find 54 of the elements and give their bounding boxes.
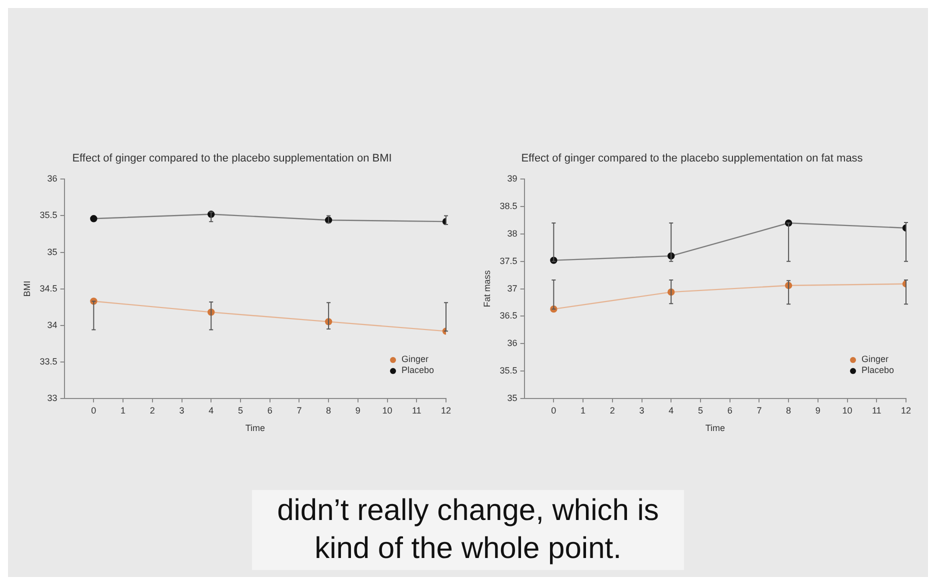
x-tick-label: 4 bbox=[208, 405, 214, 416]
x-axis-title: Time bbox=[245, 423, 265, 434]
y-tick-label: 39 bbox=[507, 174, 518, 184]
y-tick-label: 35.5 bbox=[500, 365, 518, 376]
y-axis-title: Fat mass bbox=[482, 270, 492, 308]
chart-title: Effect of ginger compared to the placebo supplementation on fat mass bbox=[521, 152, 864, 165]
y-tick-label: 34 bbox=[47, 320, 58, 330]
x-tick-label: 8 bbox=[326, 405, 332, 416]
x-axis-title: Time bbox=[705, 423, 725, 434]
y-tick-label: 36 bbox=[507, 338, 518, 348]
x-tick-label: 7 bbox=[296, 405, 302, 416]
x-tick-label: 1 bbox=[120, 405, 126, 416]
x-tick-label: 5 bbox=[698, 405, 703, 416]
x-tick-label: 11 bbox=[412, 405, 422, 416]
legend-label: Placebo bbox=[401, 365, 434, 376]
y-tick-label: 38.5 bbox=[500, 201, 518, 212]
x-tick-label: 7 bbox=[756, 405, 762, 416]
y-tick-label: 37.5 bbox=[500, 256, 518, 266]
x-tick-label: 2 bbox=[150, 405, 155, 416]
x-tick-label: 11 bbox=[872, 405, 882, 416]
y-axis-title: BMI bbox=[22, 280, 32, 297]
x-tick-label: 5 bbox=[238, 405, 243, 416]
x-tick-label: 4 bbox=[668, 405, 674, 416]
x-tick-label: 12 bbox=[440, 405, 452, 416]
x-tick-label: 6 bbox=[267, 405, 272, 416]
y-tick-label: 34.5 bbox=[40, 283, 58, 294]
x-tick-label: 6 bbox=[727, 405, 732, 416]
x-tick-label: 0 bbox=[551, 405, 556, 416]
y-tick-label: 33.5 bbox=[40, 356, 58, 366]
y-tick-label: 37 bbox=[507, 283, 518, 294]
legend-label: Placebo bbox=[861, 365, 894, 376]
x-tick-label: 9 bbox=[815, 405, 820, 416]
x-tick-label: 2 bbox=[610, 405, 615, 416]
y-tick-label: 36.5 bbox=[500, 310, 518, 321]
x-tick-label: 0 bbox=[91, 405, 96, 416]
x-tick-label: 1 bbox=[580, 405, 586, 416]
point bbox=[90, 215, 98, 222]
legend-label: Ginger bbox=[861, 354, 888, 365]
chart-title: Effect of ginger compared to the placebo supplementation on BMI bbox=[72, 152, 392, 165]
x-tick-label: 3 bbox=[639, 405, 644, 416]
y-tick-label: 35 bbox=[47, 246, 58, 257]
y-tick-label: 35.5 bbox=[40, 210, 58, 220]
text: didn’t really change, which is kind of the whole point. bbox=[252, 490, 684, 570]
x-tick-label: 10 bbox=[842, 405, 852, 416]
x-tick-label: 8 bbox=[786, 405, 792, 416]
y-tick-label: 38 bbox=[507, 228, 518, 238]
y-tick-label: 35 bbox=[507, 392, 518, 403]
x-tick-label: 10 bbox=[382, 405, 392, 416]
legend-label: Ginger bbox=[401, 354, 428, 365]
x-tick-label: 9 bbox=[355, 405, 360, 416]
y-tick-label: 36 bbox=[47, 174, 58, 184]
x-tick-label: 3 bbox=[179, 405, 184, 416]
y-tick-label: 33 bbox=[47, 392, 58, 403]
x-tick-label: 12 bbox=[900, 405, 912, 416]
